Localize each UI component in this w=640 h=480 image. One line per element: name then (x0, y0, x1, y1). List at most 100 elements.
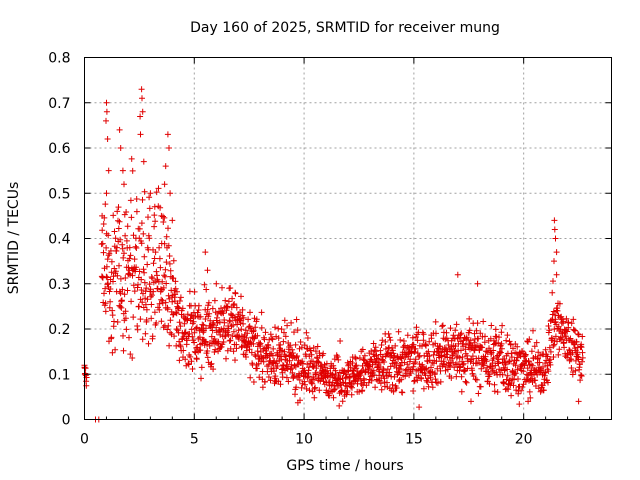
data-point (159, 278, 166, 285)
data-point (506, 358, 513, 364)
data-point (312, 384, 319, 391)
data-point (285, 378, 292, 385)
data-point (112, 268, 119, 275)
data-point (389, 381, 396, 388)
x-tick-label: 10 (295, 432, 313, 448)
data-point (193, 356, 200, 363)
data-point (313, 365, 320, 372)
x-axis-label: GPS time / hours (286, 458, 403, 474)
data-point (568, 356, 575, 363)
data-point (335, 372, 342, 379)
data-point (220, 310, 227, 317)
data-point (515, 376, 521, 382)
data-point (310, 344, 317, 351)
data-point (238, 293, 244, 300)
data-point (138, 276, 145, 283)
data-point (467, 337, 474, 344)
data-point (410, 363, 417, 370)
data-point (348, 391, 355, 398)
data-point (198, 364, 205, 371)
data-point (398, 366, 404, 373)
data-point (102, 201, 109, 208)
data-point (492, 362, 499, 369)
data-point (372, 384, 379, 391)
data-point (116, 218, 123, 225)
data-point (566, 346, 573, 353)
data-point (172, 285, 179, 292)
data-point (556, 346, 563, 353)
data-point (232, 357, 238, 364)
data-point (349, 360, 356, 366)
data-point (156, 244, 163, 251)
data-point (123, 237, 130, 244)
data-point (512, 370, 519, 377)
data-point (537, 388, 544, 395)
data-point (132, 243, 139, 250)
data-point (579, 354, 586, 361)
data-point (504, 366, 511, 373)
data-point (150, 260, 157, 267)
data-point (121, 291, 128, 298)
data-point (407, 356, 414, 363)
data-point (187, 353, 194, 360)
data-point (214, 314, 220, 321)
data-point (119, 167, 126, 174)
data-point (138, 220, 145, 227)
data-point (337, 338, 344, 344)
data-point (170, 275, 177, 282)
data-point (113, 244, 120, 251)
data-point (188, 358, 195, 365)
data-point (163, 259, 170, 266)
data-point (194, 324, 200, 331)
data-point (432, 318, 439, 325)
data-point (123, 326, 130, 333)
data-point (286, 357, 293, 364)
data-point (504, 372, 511, 379)
data-point (579, 358, 585, 365)
data-point (498, 329, 505, 336)
data-point (176, 319, 183, 326)
data-point (307, 347, 314, 354)
data-point (377, 364, 384, 370)
y-tick-label: 0 (62, 413, 71, 429)
data-point (474, 280, 481, 287)
data-point (423, 365, 430, 372)
data-point (378, 342, 385, 348)
data-point (471, 339, 478, 346)
data-point (382, 338, 389, 345)
data-point (548, 317, 555, 324)
data-point (141, 188, 148, 195)
data-point (108, 269, 115, 276)
data-point (223, 304, 230, 311)
data-point (251, 334, 258, 341)
data-point (253, 316, 260, 323)
data-point (151, 309, 158, 316)
data-point (143, 285, 150, 292)
data-point (139, 108, 146, 115)
data-point (499, 371, 506, 378)
data-point (575, 356, 582, 363)
data-point (100, 249, 107, 256)
data-point (209, 305, 216, 312)
data-point (506, 358, 512, 365)
data-point (227, 318, 233, 325)
data-point (296, 377, 303, 383)
data-point (272, 324, 278, 331)
data-point (202, 338, 209, 345)
data-point (151, 223, 158, 230)
x-tick-label: 5 (190, 432, 199, 448)
data-point (463, 334, 470, 341)
data-point (121, 181, 127, 188)
data-point (109, 312, 116, 319)
data-point (222, 297, 229, 304)
data-point (122, 308, 129, 315)
data-point (102, 300, 109, 307)
data-point (218, 343, 225, 350)
data-point (480, 362, 487, 369)
data-point (426, 338, 433, 345)
data-point (577, 377, 584, 384)
data-point (103, 273, 110, 280)
data-point (324, 373, 331, 380)
data-point (469, 353, 476, 360)
data-point (158, 212, 165, 219)
